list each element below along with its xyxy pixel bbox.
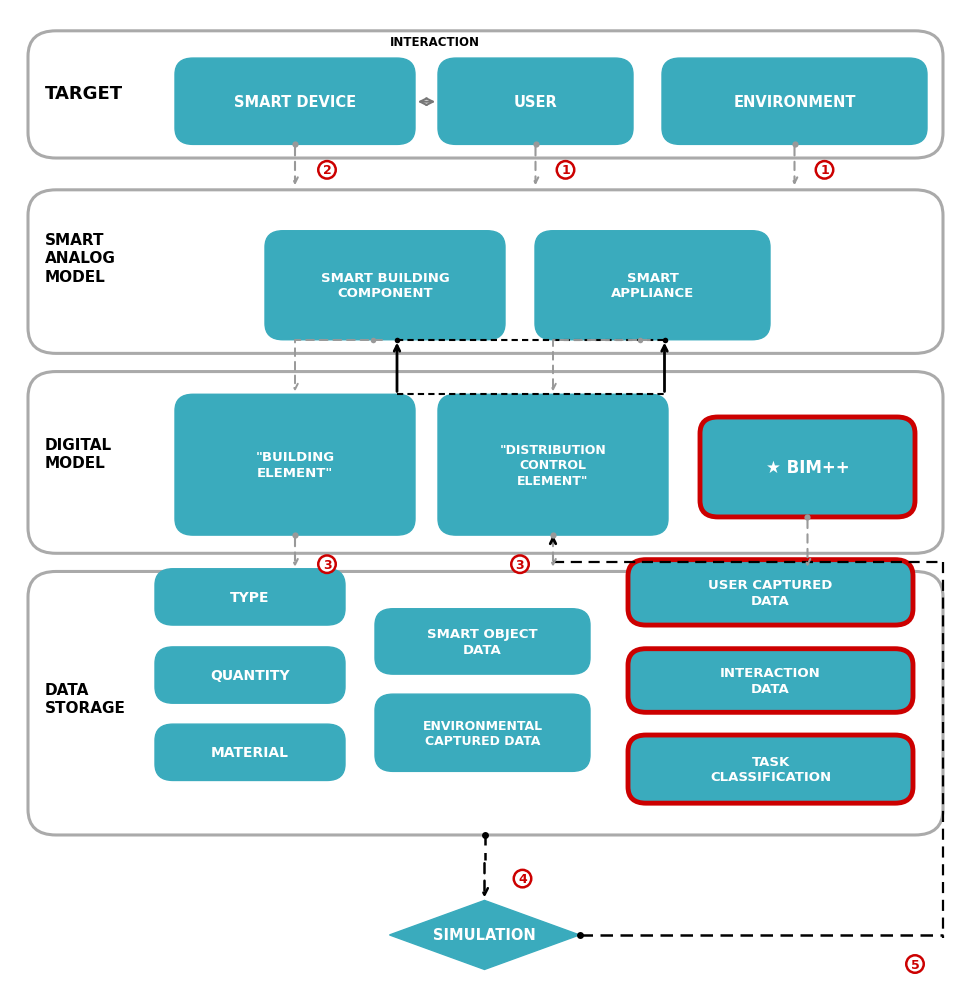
Text: SMART
APPLIANCE: SMART APPLIANCE xyxy=(610,271,694,300)
FancyBboxPatch shape xyxy=(175,395,415,536)
Text: INTERACTION
DATA: INTERACTION DATA xyxy=(720,667,821,695)
Text: TASK
CLASSIFICATION: TASK CLASSIFICATION xyxy=(710,755,831,783)
FancyBboxPatch shape xyxy=(535,232,770,340)
Text: TARGET: TARGET xyxy=(45,84,123,102)
Text: DIGITAL
MODEL: DIGITAL MODEL xyxy=(45,437,112,471)
Text: SMART
ANALOG
MODEL: SMART ANALOG MODEL xyxy=(45,233,116,285)
FancyBboxPatch shape xyxy=(155,725,345,780)
FancyBboxPatch shape xyxy=(628,736,913,803)
Text: 3: 3 xyxy=(516,559,524,572)
Text: SMART BUILDING
COMPONENT: SMART BUILDING COMPONENT xyxy=(321,271,450,300)
Text: QUANTITY: QUANTITY xyxy=(210,668,290,682)
Text: ★ BIM++: ★ BIM++ xyxy=(766,458,849,476)
Text: 5: 5 xyxy=(911,957,920,970)
Text: SMART DEVICE: SMART DEVICE xyxy=(234,94,356,109)
FancyBboxPatch shape xyxy=(662,59,927,145)
Text: 4: 4 xyxy=(518,872,527,886)
FancyBboxPatch shape xyxy=(375,695,590,771)
Text: ENVIRONMENT: ENVIRONMENT xyxy=(734,94,856,109)
Text: SMART OBJECT
DATA: SMART OBJECT DATA xyxy=(427,627,538,656)
FancyBboxPatch shape xyxy=(28,372,943,554)
FancyBboxPatch shape xyxy=(265,232,505,340)
FancyBboxPatch shape xyxy=(628,560,913,625)
Text: SIMULATION: SIMULATION xyxy=(433,927,536,942)
Text: DATA
STORAGE: DATA STORAGE xyxy=(45,682,126,716)
FancyBboxPatch shape xyxy=(175,59,415,145)
FancyBboxPatch shape xyxy=(155,570,345,625)
Text: "BUILDING
ELEMENT": "BUILDING ELEMENT" xyxy=(256,451,334,479)
Polygon shape xyxy=(390,901,579,969)
FancyBboxPatch shape xyxy=(155,647,345,704)
FancyBboxPatch shape xyxy=(28,191,943,354)
FancyBboxPatch shape xyxy=(700,417,915,518)
Text: 3: 3 xyxy=(323,559,331,572)
FancyBboxPatch shape xyxy=(28,572,943,835)
Text: 1: 1 xyxy=(820,164,828,177)
Text: "DISTRIBUTION
CONTROL
ELEMENT": "DISTRIBUTION CONTROL ELEMENT" xyxy=(500,443,607,487)
FancyBboxPatch shape xyxy=(628,649,913,713)
Text: USER: USER xyxy=(514,94,557,109)
Text: TYPE: TYPE xyxy=(231,590,269,604)
Text: INTERACTION: INTERACTION xyxy=(390,36,480,49)
Text: MATERIAL: MATERIAL xyxy=(211,746,289,759)
Text: 2: 2 xyxy=(323,164,331,177)
FancyBboxPatch shape xyxy=(438,395,668,536)
Text: USER CAPTURED
DATA: USER CAPTURED DATA xyxy=(708,579,832,607)
FancyBboxPatch shape xyxy=(28,32,943,159)
FancyBboxPatch shape xyxy=(375,609,590,675)
Text: 1: 1 xyxy=(561,164,570,177)
FancyBboxPatch shape xyxy=(438,59,633,145)
Text: ENVIRONMENTAL
CAPTURED DATA: ENVIRONMENTAL CAPTURED DATA xyxy=(422,719,543,747)
